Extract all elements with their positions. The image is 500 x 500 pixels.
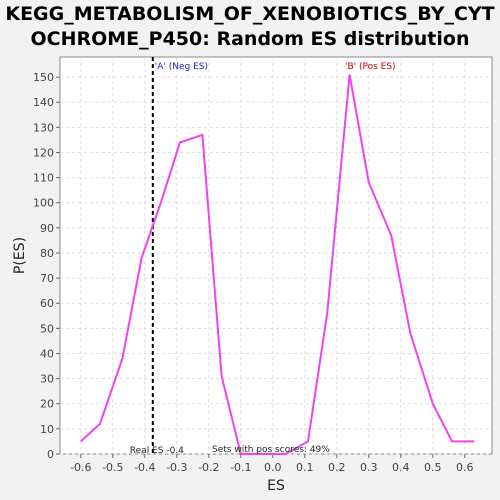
chart-title-line1: KEGG_METABOLISM_OF_XENOBIOTICS_BY_CYT <box>5 3 495 25</box>
y-tick-label: 140 <box>33 96 54 109</box>
x-tick-label: 0.3 <box>360 461 378 474</box>
x-axis-ticks: -0.6 -0.5 -0.4 -0.3 -0.2 -0.1 0.0 0.1 0.2 0.3 0.4 0… <box>70 454 474 474</box>
y-tick-label: 110 <box>33 172 54 185</box>
y-tick-label: 20 <box>40 398 54 411</box>
y-axis-title: P(ES) <box>12 237 28 274</box>
pos-scores-label: Sets with pos scores: 49% <box>212 445 330 455</box>
chart-title: KEGG_METABOLISM_OF_XENOBIOTICS_BY_CYT OC… <box>0 2 500 52</box>
y-tick-label: 40 <box>40 347 54 360</box>
y-tick-label: 130 <box>33 121 54 134</box>
x-tick-label: 0.2 <box>328 461 346 474</box>
plot-area <box>59 56 493 455</box>
x-tick-label: -0.3 <box>166 461 187 474</box>
chart-title-line2: OCHROME_P450: Random ES distribution <box>30 28 470 50</box>
x-axis-title: ES <box>267 478 285 494</box>
x-tick-label: 0.5 <box>424 461 442 474</box>
x-tick-label: -0.1 <box>230 461 251 474</box>
x-tick-label: -0.6 <box>70 461 91 474</box>
x-tick-label: 0.6 <box>456 461 474 474</box>
y-tick-label: 30 <box>40 373 54 386</box>
random-es-series-line <box>80 74 475 455</box>
y-tick-label: 90 <box>40 222 54 235</box>
x-tick-label: -0.5 <box>102 461 123 474</box>
x-tick-label: -0.2 <box>198 461 219 474</box>
x-tick-label: -0.4 <box>134 461 155 474</box>
y-tick-label: 150 <box>33 71 54 84</box>
y-tick-label: 80 <box>40 247 54 260</box>
y-tick-label: 100 <box>33 197 54 210</box>
y-axis-ticks: 0 10 20 30 40 50 60 70 80 90 100 110 120 130 140 150 <box>33 71 60 461</box>
y-tick-label: 0 <box>47 448 54 461</box>
y-tick-label: 60 <box>40 297 54 310</box>
y-tick-label: 10 <box>40 423 54 436</box>
y-tick-label: 50 <box>40 322 54 335</box>
real-es-label: Real ES -0.4 <box>130 446 184 456</box>
neg-es-label: 'A' (Neg ES) <box>155 62 208 72</box>
y-tick-label: 70 <box>40 272 54 285</box>
x-tick-label: 0.0 <box>264 461 282 474</box>
y-tick-label: 120 <box>33 146 54 159</box>
x-tick-label: 0.4 <box>392 461 410 474</box>
pos-es-label: 'B' (Pos ES) <box>345 62 396 72</box>
x-tick-label: 0.1 <box>296 461 314 474</box>
